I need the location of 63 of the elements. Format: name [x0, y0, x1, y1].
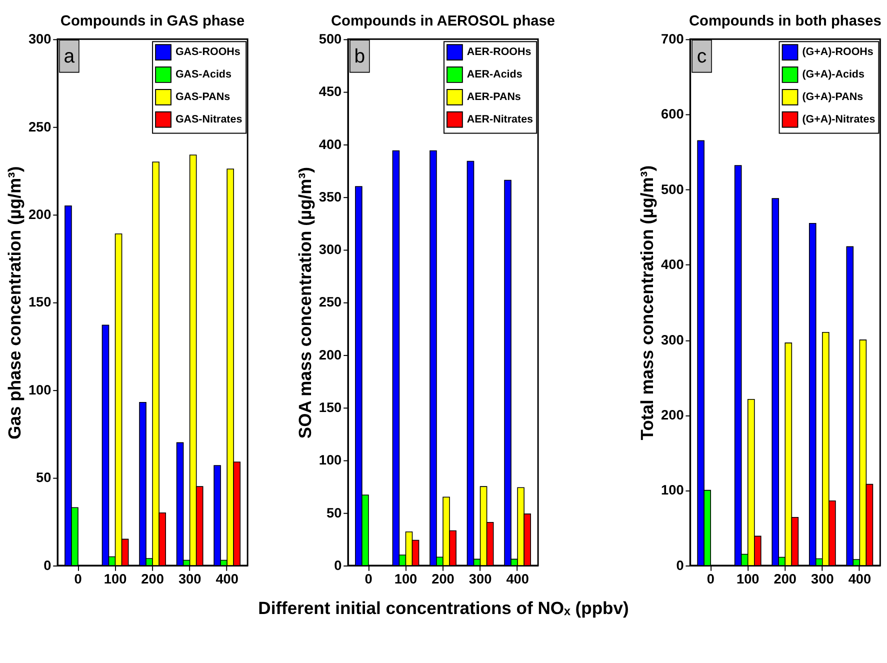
legend-label: GAS-Acids — [175, 68, 232, 81]
x-tick-label: 100 — [394, 572, 418, 587]
legend-label: GAS-Nitrates — [175, 114, 242, 126]
x-tick-label: 100 — [104, 572, 128, 587]
x-tick-label: 0 — [74, 572, 82, 587]
y-tick-label: 0 — [44, 558, 52, 573]
x-tick-label: 300 — [811, 572, 834, 587]
x-axis-title: Different initial concentrations of NOₓ (ppbv) — [258, 598, 629, 618]
y-tick-label: 0 — [334, 558, 342, 573]
y-tick-label: 250 — [28, 119, 52, 134]
y-tick-label: 500 — [318, 32, 342, 47]
x-tick-label: 400 — [848, 572, 872, 587]
y-tick-label: 200 — [661, 408, 684, 423]
y-tick-label: 300 — [661, 332, 684, 348]
x-tick-label: 200 — [432, 572, 455, 587]
legend-label: (G+A)-Acids — [802, 68, 864, 81]
y-tick-label: 100 — [318, 452, 342, 468]
y-tick-label: 200 — [318, 347, 342, 362]
y-tick-label: 450 — [318, 84, 342, 100]
y-tick-label: 200 — [28, 207, 52, 222]
x-tick-label: 300 — [468, 572, 492, 587]
x-tick-label: 0 — [364, 572, 373, 587]
y-tick-label: 50 — [326, 505, 342, 520]
chart-title: Compounds in GAS phase — [60, 14, 245, 30]
y-axis-title: SOA mass concentration (µg/m³) — [295, 167, 316, 439]
y-tick-label: 700 — [661, 32, 684, 47]
chart-title: Compounds in both phases — [688, 14, 882, 30]
y-tick-label: 0 — [676, 558, 684, 573]
x-tick-label: 400 — [506, 572, 530, 587]
y-axis-title: Gas phase concentration (µg/m³) — [4, 166, 25, 440]
y-tick-label: 600 — [661, 106, 684, 122]
legend-label: GAS-PANs — [175, 91, 230, 104]
y-tick-label: 100 — [28, 382, 52, 398]
x-tick-label: 200 — [774, 572, 797, 587]
y-tick-label: 250 — [318, 294, 342, 310]
x-tick-label: 400 — [216, 572, 239, 587]
legend-label: AER-ROOHs — [466, 46, 532, 58]
y-tick-label: 500 — [661, 182, 684, 197]
annotation: a — [64, 46, 75, 68]
y-tick-label: 50 — [36, 470, 52, 486]
y-tick-label: 150 — [28, 294, 52, 310]
y-tick-label: 400 — [661, 257, 684, 272]
y-tick-label: 150 — [318, 400, 342, 415]
legend-label: (G+A)-PANs — [802, 91, 864, 104]
legend-label: (G+A)-Nitrates — [802, 114, 876, 126]
annotation: b — [354, 46, 366, 68]
annotation: c — [696, 46, 707, 68]
chart-title: Compounds in AEROSOL phase — [330, 14, 556, 30]
y-tick-label: 300 — [28, 32, 52, 47]
y-axis-title: Total mass concentration (µg/m³) — [637, 165, 658, 440]
y-tick-label: 300 — [318, 242, 342, 258]
legend-label: AER-Nitrates — [466, 114, 534, 126]
legend-label: AER-PANs — [466, 91, 521, 104]
legend-label: (G+A)-ROOHs — [802, 46, 874, 58]
y-tick-label: 400 — [318, 136, 342, 152]
x-tick-label: 100 — [736, 572, 760, 587]
x-tick-label: 200 — [141, 572, 164, 587]
legend-label: GAS-ROOHs — [175, 46, 240, 58]
y-tick-label: 100 — [661, 482, 684, 498]
y-tick-label: 350 — [318, 189, 342, 204]
legend-label: AER-Acids — [466, 68, 522, 81]
x-tick-label: 0 — [706, 572, 715, 587]
x-tick-label: 300 — [178, 572, 202, 587]
